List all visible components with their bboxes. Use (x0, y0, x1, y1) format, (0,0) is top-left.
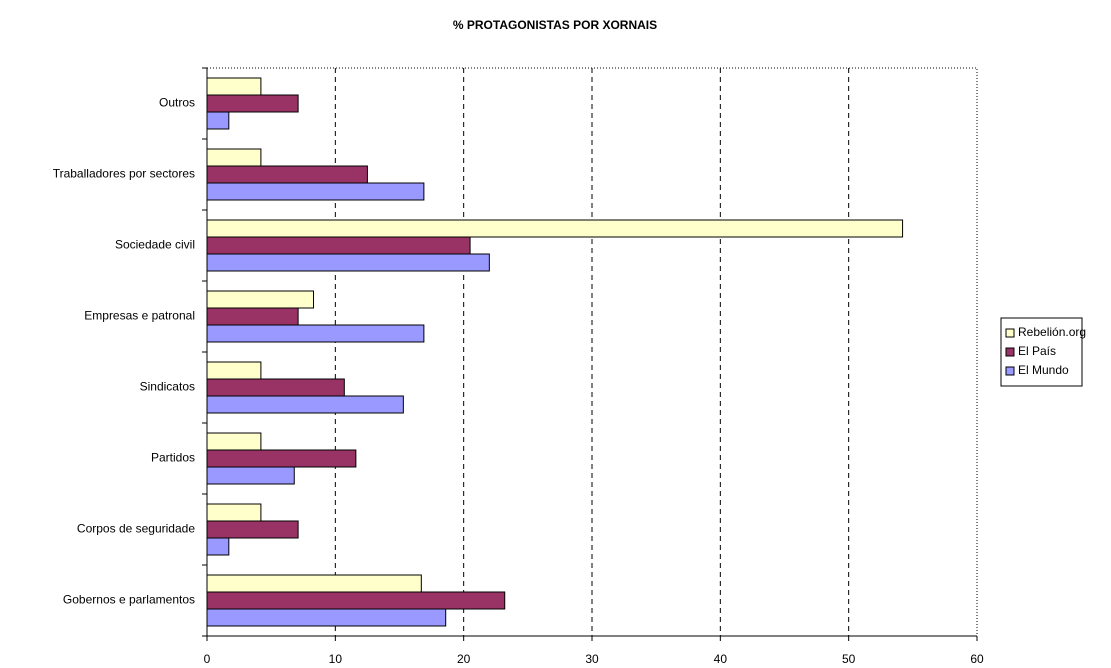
legend-label: El País (1018, 344, 1056, 358)
bar (206, 148, 262, 167)
bar (206, 236, 471, 255)
bar (206, 466, 295, 485)
legend-swatch (1005, 328, 1015, 338)
bar (206, 94, 299, 113)
bar (206, 591, 506, 610)
y-tick-label: Corpos de seguridade (77, 522, 195, 536)
bar (206, 361, 262, 380)
x-tick-label: 60 (970, 652, 984, 666)
bar (206, 253, 490, 272)
y-tick-label: Partidos (151, 451, 195, 465)
bar (206, 537, 230, 556)
x-tick-label: 0 (204, 652, 211, 666)
y-tick-label: Outros (159, 96, 195, 110)
chart-title: % PROTAGONISTAS POR XORNAIS (453, 18, 657, 32)
legend-label: El Mundo (1018, 363, 1069, 377)
x-tick-label: 40 (714, 652, 728, 666)
bar (206, 432, 262, 451)
bar (206, 324, 425, 343)
legend-label: Rebelión.org (1018, 325, 1086, 339)
bar (206, 219, 904, 238)
bar (206, 449, 357, 468)
bar (206, 520, 299, 539)
y-tick-label: Sindicatos (140, 380, 195, 394)
bar (206, 608, 447, 627)
bar (206, 165, 368, 184)
y-tick-label: Gobernos e parlamentos (63, 593, 195, 607)
x-tick-label: 30 (585, 652, 599, 666)
y-tick-label: Sociedade civil (115, 238, 195, 252)
y-tick-label: Traballadores por sectores (53, 167, 195, 181)
bar (206, 395, 404, 414)
bar (206, 290, 315, 309)
x-tick-label: 10 (329, 652, 343, 666)
bar (206, 574, 422, 593)
y-tick-label: Empresas e patronal (84, 309, 195, 323)
bar (206, 378, 345, 397)
legend-swatch (1005, 366, 1015, 376)
bar (206, 182, 425, 201)
bar (206, 111, 230, 130)
bar (206, 307, 299, 326)
legend-swatch (1005, 347, 1015, 357)
bar (206, 77, 262, 96)
x-tick-label: 50 (842, 652, 856, 666)
x-tick-label: 20 (457, 652, 471, 666)
bar (206, 503, 262, 522)
